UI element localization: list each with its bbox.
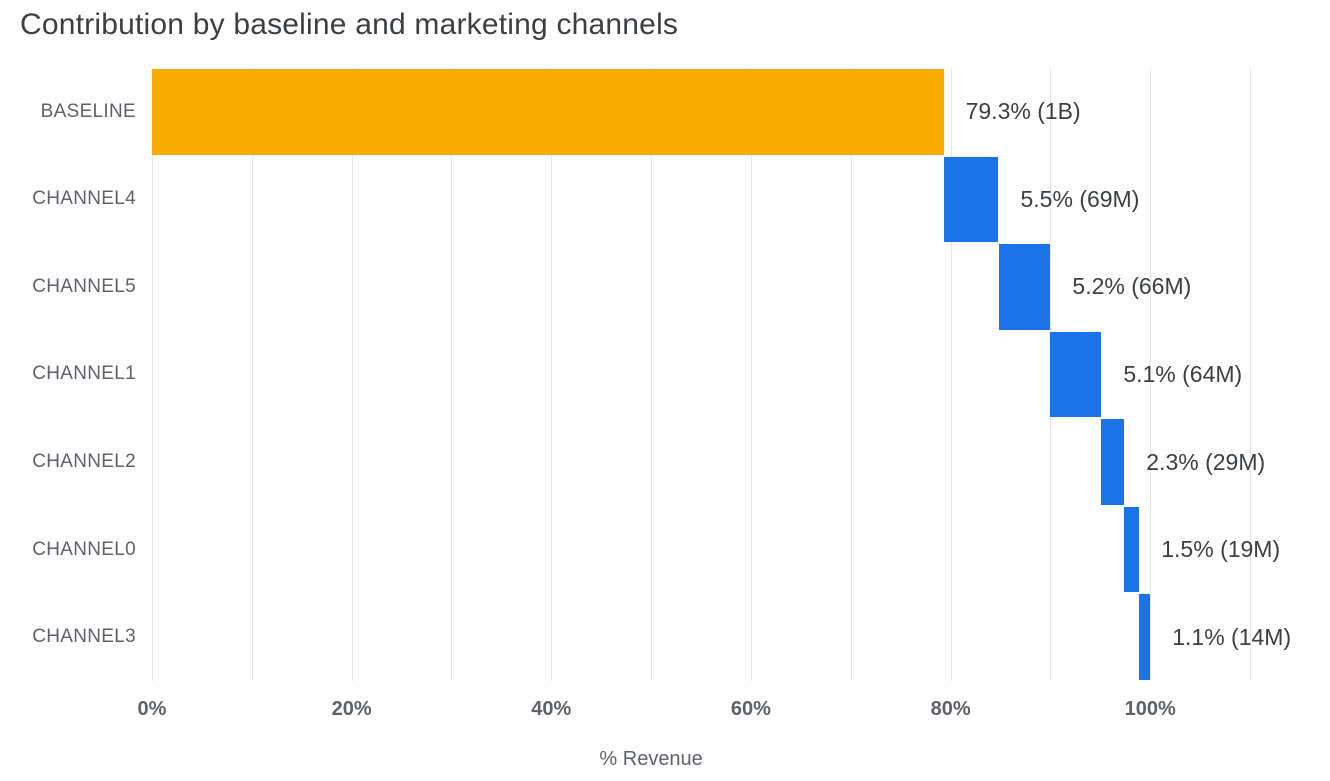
x-tick-label-100: 100% xyxy=(1124,698,1176,720)
value-label-channel4: 5.5% (69M) xyxy=(1020,185,1140,212)
value-label-channel1: 5.1% (64M) xyxy=(1123,360,1243,387)
value-label-channel0: 1.5% (19M) xyxy=(1161,536,1281,563)
gridline xyxy=(551,68,553,681)
gridline xyxy=(351,68,353,681)
category-label-channel1: CHANNEL1 xyxy=(32,363,136,385)
gridline xyxy=(1150,68,1152,681)
value-label-channel5: 5.2% (66M) xyxy=(1072,273,1192,300)
gridline xyxy=(152,68,153,681)
bar-channel5 xyxy=(998,244,1051,330)
x-tick-label-60: 60% xyxy=(730,698,771,720)
gridline xyxy=(1250,68,1252,681)
value-label-channel3: 1.1% (14M) xyxy=(1172,623,1292,650)
bar-channel1 xyxy=(1050,331,1102,418)
category-label-channel4: CHANNEL4 xyxy=(32,188,136,210)
bar-baseline xyxy=(152,69,944,155)
category-label-channel3: CHANNEL3 xyxy=(32,626,136,648)
bar-channel0 xyxy=(1124,506,1140,593)
category-label-channel0: CHANNEL0 xyxy=(32,538,136,560)
bar-channel4 xyxy=(943,156,999,243)
gridline xyxy=(850,68,852,681)
x-tick-label-20: 20% xyxy=(331,698,372,720)
category-label-channel5: CHANNEL5 xyxy=(32,275,136,297)
gridline xyxy=(950,68,952,681)
value-label-baseline: 79.3% (1B) xyxy=(965,98,1081,125)
bar-channel2 xyxy=(1101,419,1125,505)
x-tick-label-80: 80% xyxy=(930,698,971,720)
gridline xyxy=(651,68,653,681)
category-label-baseline: BASELINE xyxy=(40,100,136,122)
bar-channel3 xyxy=(1139,594,1151,680)
value-label-channel2: 2.3% (29M) xyxy=(1146,448,1266,475)
gridline xyxy=(451,68,453,681)
gridline xyxy=(251,68,253,681)
category-label-channel2: CHANNEL2 xyxy=(32,451,136,473)
x-tick-label-40: 40% xyxy=(531,698,572,720)
x-axis-label: % Revenue xyxy=(599,748,703,770)
x-tick-label-0: 0% xyxy=(137,698,167,720)
chart-title: Contribution by baseline and marketing c… xyxy=(20,8,679,41)
gridline xyxy=(750,68,752,681)
